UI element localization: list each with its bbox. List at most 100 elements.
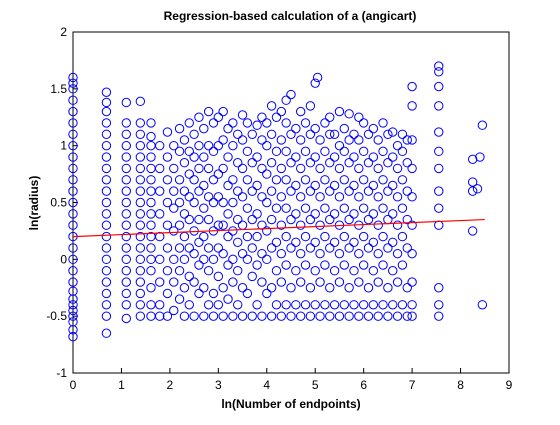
scatter-point (242, 288, 253, 299)
scatter-point (218, 283, 228, 293)
scatter-point (320, 300, 330, 310)
scatter-point (68, 163, 78, 174)
scatter-point (388, 300, 398, 310)
scatter-point (146, 220, 156, 230)
scatter-point (169, 277, 179, 287)
scatter-point (402, 158, 412, 168)
scatter-point (295, 248, 306, 259)
scatter-point (101, 186, 112, 196)
scatter-point (354, 277, 364, 287)
scatter-point (325, 158, 335, 168)
scatter-point (358, 260, 369, 270)
scatter-point (101, 231, 112, 242)
scatter-point (213, 220, 224, 230)
scatter-point (271, 175, 282, 185)
scatter-point (334, 140, 345, 151)
scatter-point (203, 266, 214, 276)
scatter-point (199, 203, 209, 213)
scatter-point (101, 243, 112, 253)
scatter-point (68, 277, 78, 287)
scatter-point (162, 127, 173, 137)
scatter-point (68, 286, 78, 296)
scatter-point (223, 123, 233, 134)
plot-area (72, 31, 510, 374)
scatter-point (344, 214, 354, 225)
scatter-point (146, 243, 156, 253)
scatter-point (252, 231, 262, 242)
scatter-point (334, 192, 345, 202)
scatter-point (325, 283, 335, 293)
scatter-point (257, 220, 267, 230)
scatter-point (271, 112, 282, 122)
y-tick-label: 0.5 (50, 196, 67, 210)
scatter-point (155, 277, 165, 287)
scatter-point (271, 266, 282, 276)
scatter-point (334, 163, 345, 174)
scatter-point (162, 152, 173, 162)
scatter-point (121, 266, 131, 276)
scatter-point (300, 118, 311, 128)
scatter-point (135, 243, 146, 253)
scatter-point (68, 72, 78, 83)
scatter-point (354, 248, 364, 259)
scatter-point (68, 197, 78, 208)
scatter-point (179, 186, 190, 196)
scatter-point (407, 163, 417, 174)
scatter-point (388, 127, 398, 137)
scatter-point (135, 96, 146, 107)
scatter-point (199, 311, 209, 321)
scatter-point (247, 214, 257, 225)
scatter-point (295, 220, 306, 230)
scatter-point (208, 146, 219, 157)
scatter-point (388, 180, 398, 191)
scatter-point (291, 152, 301, 162)
scatter-point (434, 311, 444, 321)
scatter-point (146, 283, 156, 293)
scatter-point (388, 266, 398, 276)
scatter-point (228, 254, 238, 265)
scatter-point (155, 254, 165, 265)
scatter-point (213, 271, 224, 282)
scatter-point (68, 129, 78, 140)
scatter-point (434, 101, 444, 111)
scatter-point (68, 243, 78, 253)
scatter-point (237, 110, 248, 120)
scatter-point (349, 152, 359, 162)
scatter-point (101, 311, 112, 321)
scatter-point (135, 175, 146, 185)
scatter-point (162, 175, 173, 185)
scatter-point (121, 163, 131, 174)
scatter-point (305, 214, 316, 225)
scatter-point (68, 254, 78, 265)
scatter-point (121, 209, 131, 219)
scatter-point (310, 237, 320, 247)
scatter-point (199, 180, 209, 191)
scatter-point (135, 311, 146, 321)
scatter-point (344, 109, 354, 119)
scatter-point (329, 152, 340, 162)
scatter-point (373, 163, 383, 174)
scatter-point (354, 192, 364, 202)
scatter-point (121, 118, 131, 128)
scatter-point (228, 118, 238, 128)
scatter-point (310, 180, 320, 191)
scatter-point (310, 209, 320, 219)
scatter-point (402, 243, 412, 253)
scatter-point (189, 129, 199, 140)
y-tick-label: -0.5 (46, 309, 67, 323)
scatter-point (223, 260, 233, 270)
scatter-point (402, 311, 412, 321)
scatter-point (305, 243, 316, 253)
scatter-point (339, 231, 349, 242)
scatter-point (194, 260, 204, 270)
scatter-point (286, 89, 296, 100)
scatter-point (407, 135, 417, 145)
scatter-point (325, 311, 335, 321)
scatter-point (68, 300, 78, 310)
scatter-point (344, 283, 354, 293)
y-tick-label: -1 (56, 366, 67, 380)
scatter-point (281, 203, 291, 213)
scatter-point (276, 135, 287, 145)
scatter-point (368, 209, 379, 219)
scatter-point (262, 140, 272, 151)
